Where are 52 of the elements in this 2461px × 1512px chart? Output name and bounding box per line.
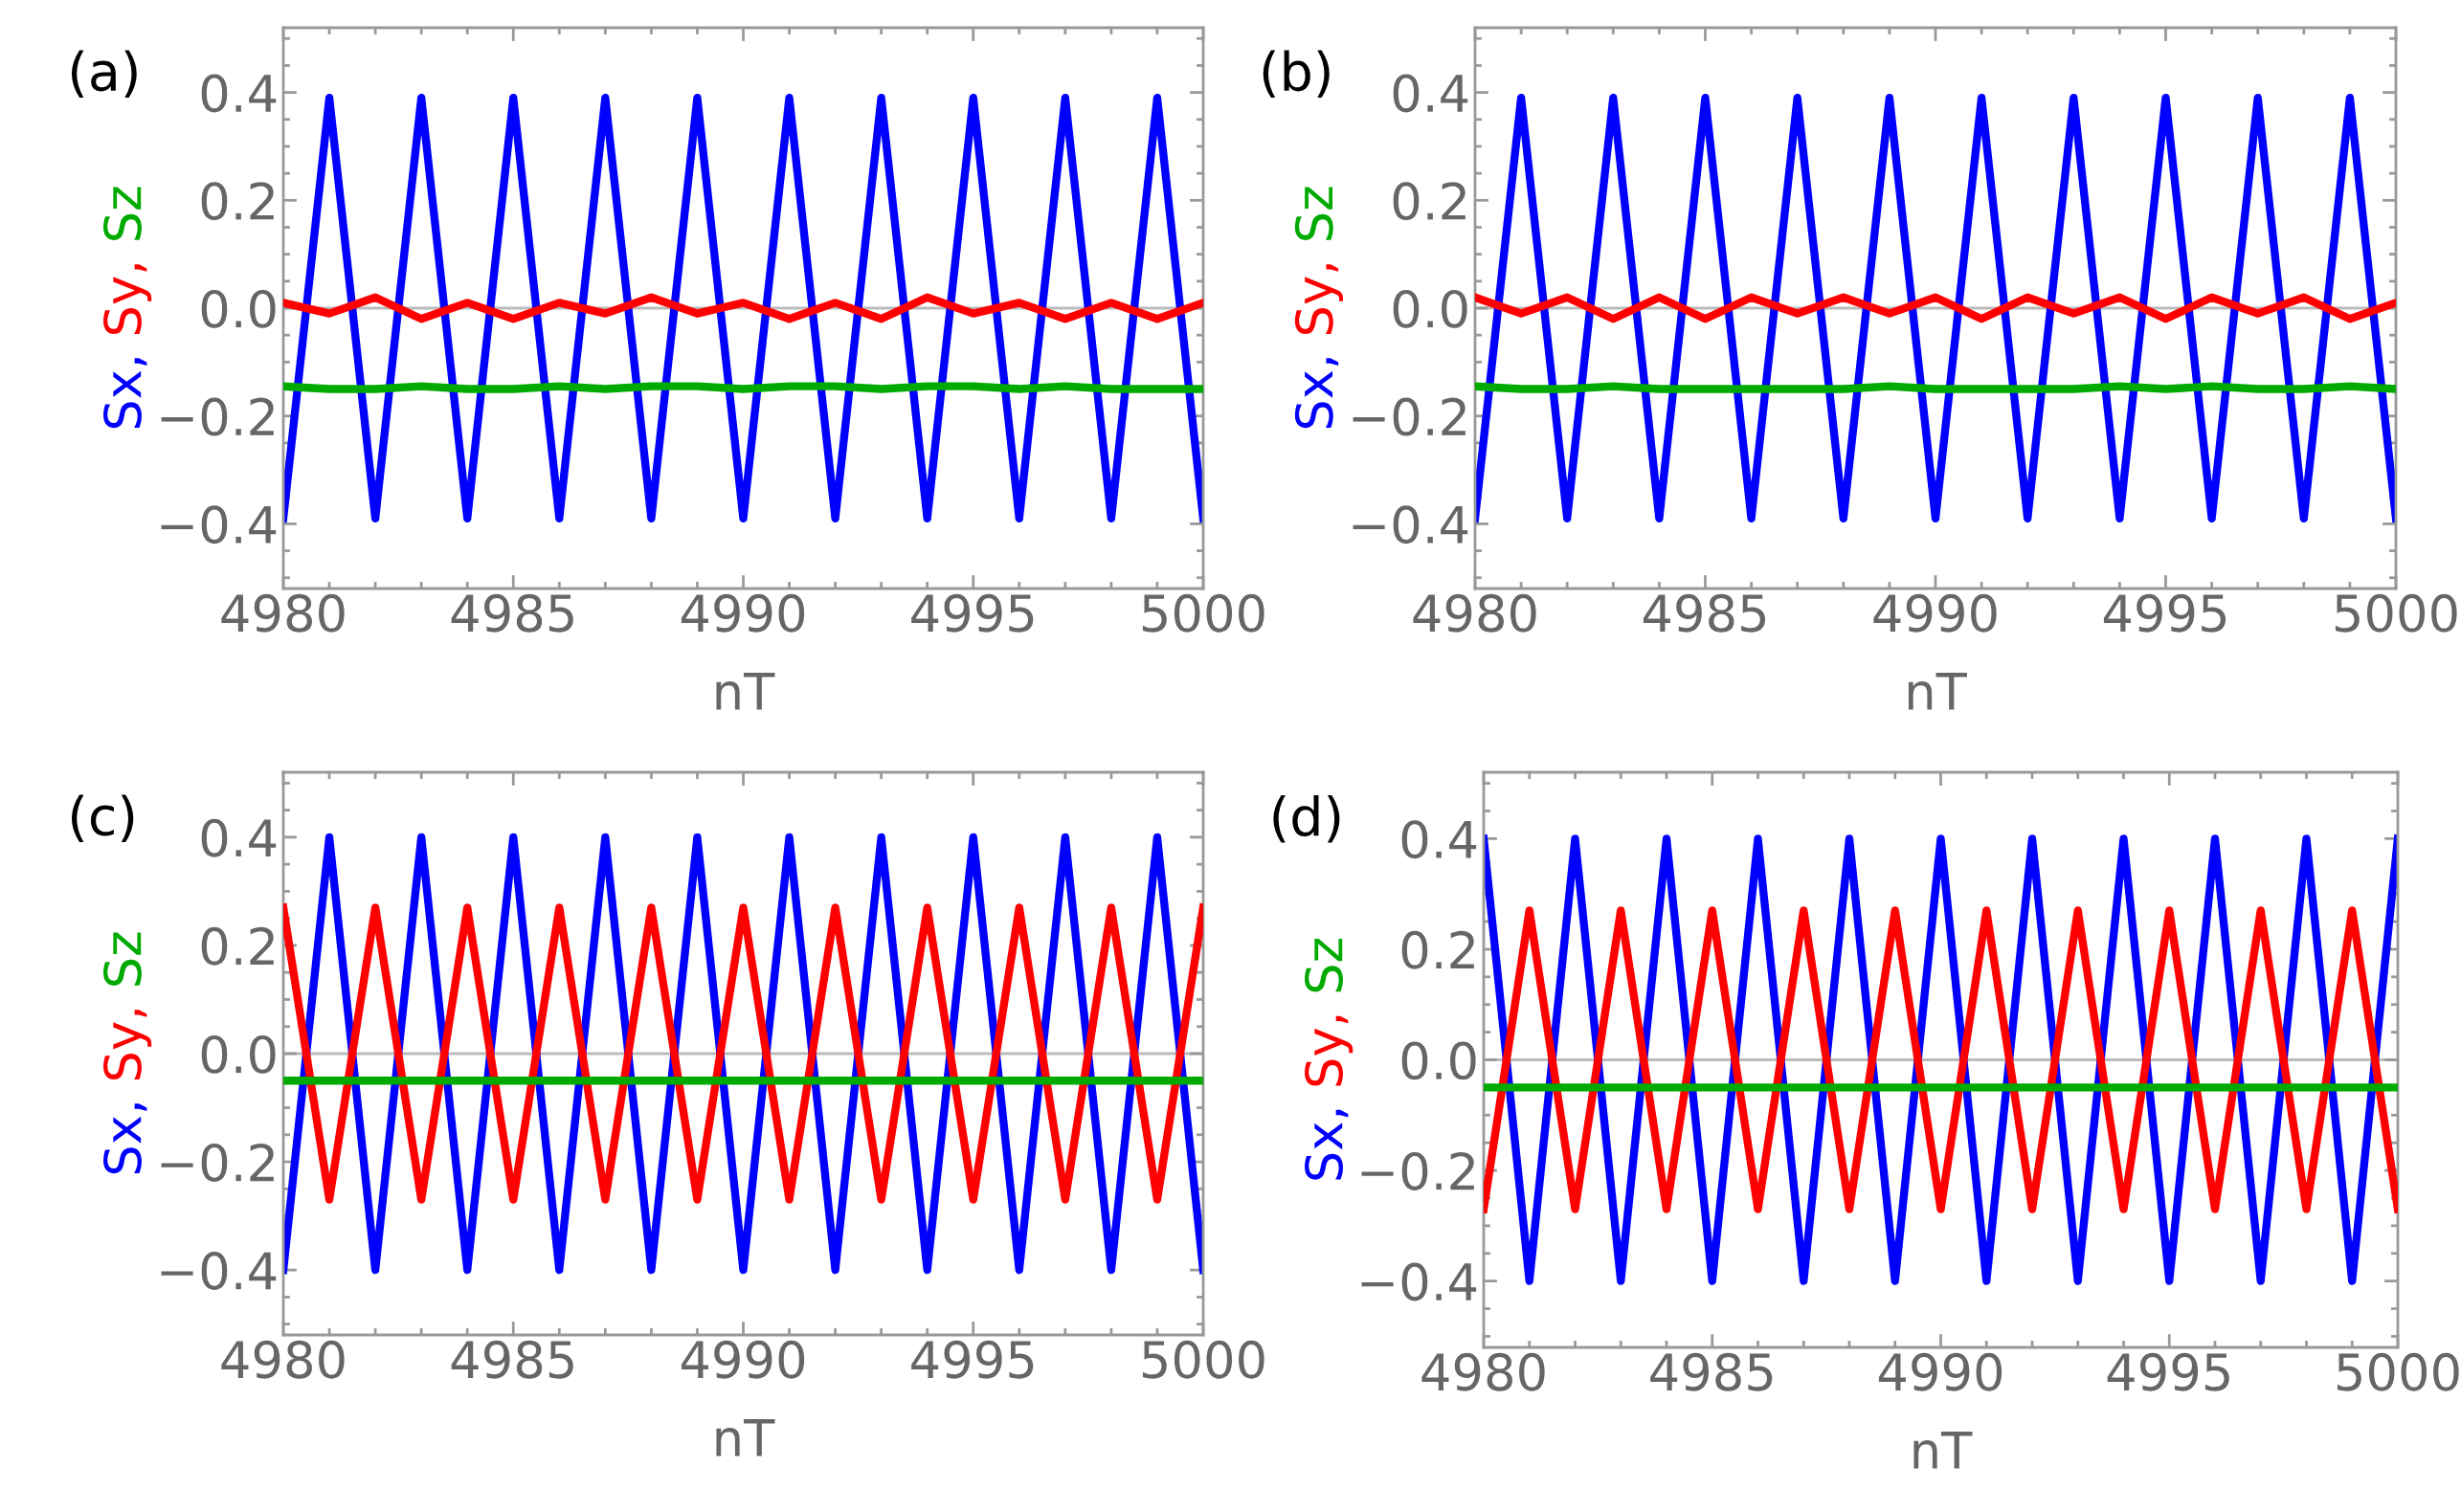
x-tick-label: 4980 (221, 1340, 345, 1379)
x-tick-label: 4985 (1643, 593, 1766, 633)
x-tick-label: 4985 (451, 1340, 573, 1379)
x-tick-label: 5000 (2337, 1352, 2459, 1391)
chart-title: (c) (71, 794, 134, 843)
x-tick-label: 5000 (1142, 1340, 1264, 1379)
y-tick-label: −0.4 (1361, 1262, 1477, 1301)
x-tick-label: 4990 (1878, 1352, 2002, 1391)
y-axis-title: Sx, Sy, Sz (1305, 938, 1354, 1180)
y-tick-label: −0.2 (1361, 1151, 1474, 1190)
x-tick-label: 5000 (1142, 593, 1264, 633)
chart-title: (a) (71, 50, 137, 98)
y-tick-label: −0.2 (161, 1143, 274, 1182)
y-tick-label: 0.2 (1393, 182, 1465, 221)
y-tick-label: −0.2 (161, 397, 274, 436)
y-tick-label: 0.4 (201, 818, 277, 857)
chart-title: (d) (1273, 795, 1340, 843)
y-tick-label: 0.0 (201, 1034, 276, 1074)
y-tick-label: 0.2 (201, 182, 274, 221)
y-axis-title: Sx, Sy, Sz (1294, 187, 1343, 429)
y-tick-label: 0.0 (201, 289, 276, 328)
x-axis-title: nT (1913, 1432, 1973, 1469)
x-tick-label: 4995 (2107, 1352, 2229, 1391)
y-tick-label: 0.4 (201, 74, 277, 113)
y-tick-label: 0.2 (1401, 930, 1474, 969)
x-tick-label: 5000 (2335, 593, 2457, 633)
x-tick-label: 4995 (2103, 593, 2226, 633)
x-tick-label: 4990 (681, 593, 805, 633)
y-tick-label: −0.4 (1353, 505, 1468, 545)
y-tick-label: 0.2 (201, 926, 274, 966)
y-tick-label: −0.4 (161, 505, 277, 545)
x-axis-title: nT (716, 673, 775, 710)
chart-title: (b) (1263, 50, 1330, 98)
y-axis-title: Sx, Sy, Sz (103, 187, 152, 429)
y-tick-label: 0.0 (1393, 289, 1467, 328)
x-tick-label: 4980 (221, 593, 345, 633)
x-tick-label: 4980 (1421, 1352, 1545, 1391)
x-tick-label: 4985 (1650, 1352, 1773, 1391)
y-tick-label: 0.4 (1393, 74, 1468, 113)
x-axis-title: nT (1908, 673, 1967, 710)
x-tick-label: 4990 (1873, 593, 1997, 633)
x-tick-label: 4995 (911, 1340, 1034, 1379)
y-tick-label: −0.4 (161, 1252, 277, 1290)
x-axis-title: nT (716, 1419, 775, 1456)
x-tick-label: 4985 (451, 593, 573, 633)
y-tick-label: 0.4 (1401, 820, 1477, 859)
y-tick-label: −0.2 (1353, 397, 1465, 436)
y-tick-label: 0.0 (1401, 1041, 1476, 1080)
x-tick-label: 4990 (681, 1340, 805, 1379)
x-tick-label: 4995 (911, 593, 1034, 633)
x-tick-label: 4980 (1413, 593, 1536, 633)
y-axis-title: Sx, Sy, Sz (103, 932, 152, 1174)
